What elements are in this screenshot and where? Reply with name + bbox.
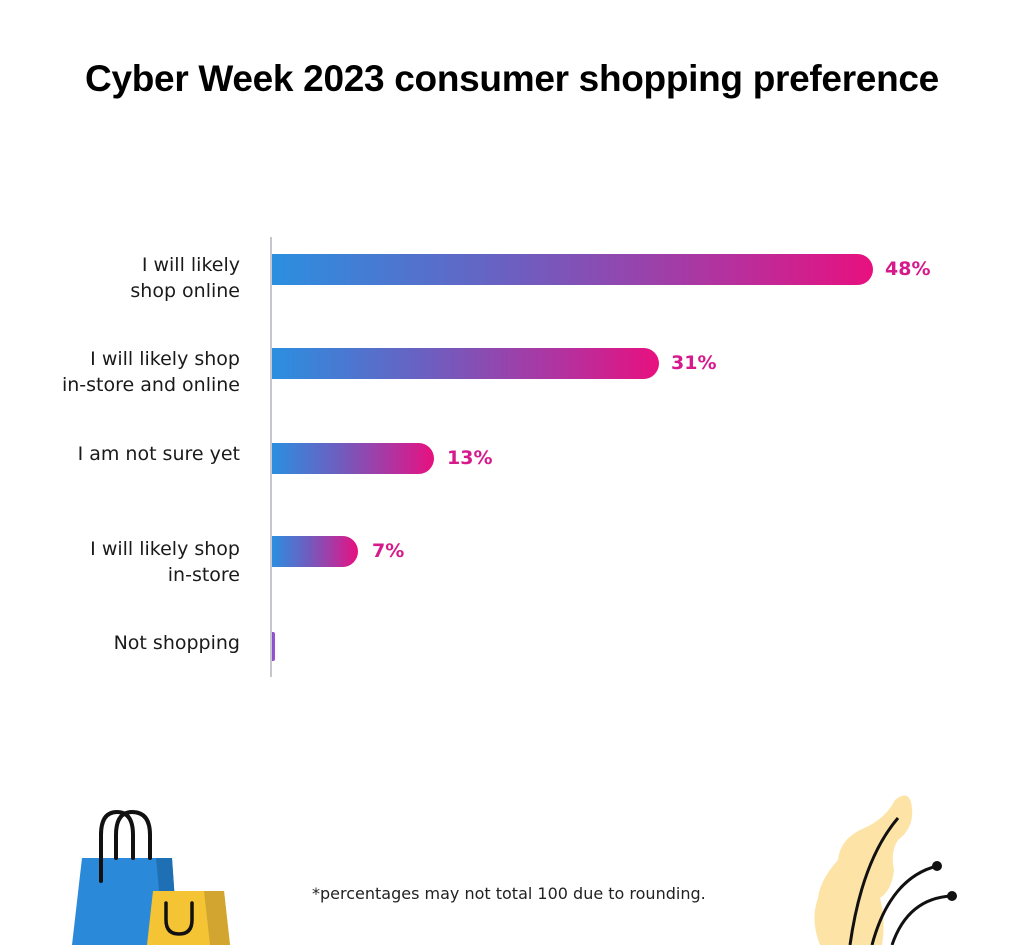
bar-shop-instore-and-online <box>272 348 659 379</box>
row-label-shop-instore: I will likely shop in-store <box>90 538 240 586</box>
bar-shop-online <box>272 254 873 285</box>
row-label-not-sure-yet: I am not sure yet <box>77 443 240 465</box>
value-label-shop-instore-and-online: 31% <box>671 352 717 374</box>
row-label-shop-instore-and-online: I will likely shop in-store and online <box>61 348 240 396</box>
value-label-not-sure-yet: 13% <box>447 447 493 469</box>
bar-not-sure-yet <box>272 443 434 474</box>
value-label-shop-online: 48% <box>885 258 931 280</box>
leaf-decoration-icon <box>814 795 957 945</box>
shopping-bags-icon <box>72 809 230 945</box>
chart-title: Cyber Week 2023 consumer shopping prefer… <box>85 58 939 99</box>
row-label-not-shopping: Not shopping <box>113 632 240 654</box>
row-label-shop-online: I will likely shop online <box>130 254 240 302</box>
value-label-shop-instore: 7% <box>372 540 405 562</box>
bar-shop-instore <box>272 536 358 567</box>
bar-not-shopping <box>272 632 275 661</box>
y-axis-line <box>270 237 272 677</box>
footnote: *percentages may not total 100 due to ro… <box>312 884 706 903</box>
